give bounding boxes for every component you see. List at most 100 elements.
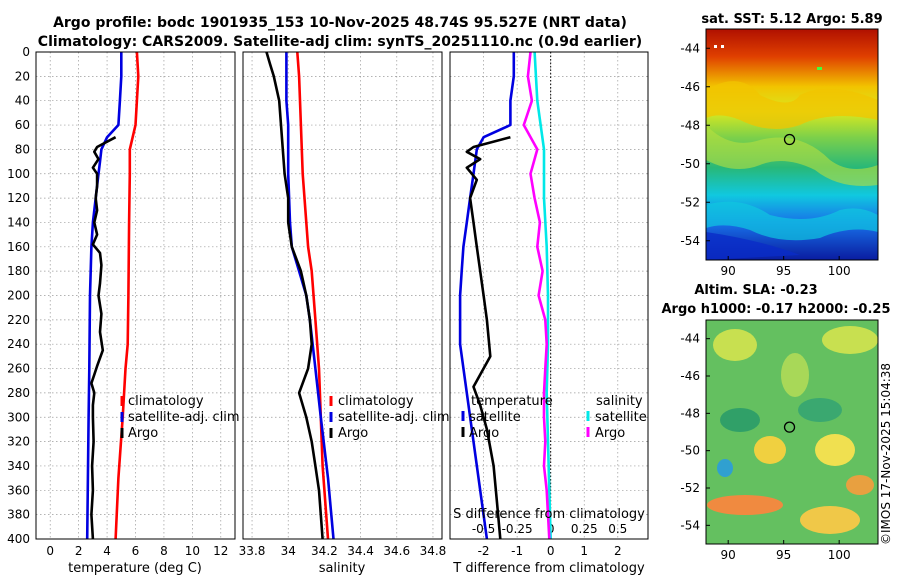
s-difference-axis-label: S difference from climatology <box>453 507 645 522</box>
x-tick-label: 12 <box>213 544 228 558</box>
temperature-axis-label: temperature (deg C) <box>68 561 202 576</box>
y-tick-label: -50 <box>680 157 700 171</box>
sla-anomaly <box>822 326 878 354</box>
x-tick-label: 8 <box>160 544 168 558</box>
sla-anomaly <box>713 329 757 361</box>
x-tick-label: 6 <box>132 544 140 558</box>
series-line-satellite-adj-clim <box>285 52 335 540</box>
y-tick-label: -54 <box>680 518 700 532</box>
y-tick-label: -46 <box>680 369 700 383</box>
sla-anomaly <box>707 495 783 515</box>
y-tick-label: 60 <box>15 118 30 132</box>
s-difference-tick-label: -0.5 <box>472 522 495 536</box>
y-tick-label: -44 <box>680 41 700 55</box>
series-line-s-satellite <box>533 51 552 540</box>
legend-label-climatology: climatology <box>338 394 414 409</box>
figure-title-line2: Climatology: CARS2009. Satellite-adj cli… <box>38 34 642 50</box>
sla-anomaly <box>754 436 786 464</box>
sst-white-speck <box>714 45 717 48</box>
y-tick-label: 220 <box>7 313 30 327</box>
series-line-t-argo <box>465 135 511 540</box>
y-tick-label: 300 <box>7 410 30 424</box>
figure-title-line1: Argo profile: bodc 1901935_153 10-Nov-20… <box>53 15 627 31</box>
sla-anomaly <box>781 353 809 397</box>
legend-label-argo: Argo <box>338 426 368 441</box>
y-tick-label: 240 <box>7 337 30 351</box>
y-tick-label: 380 <box>7 508 30 522</box>
y-tick-label: -54 <box>680 234 700 248</box>
sla-map-title-line1: Altim. SLA: -0.23 <box>694 283 817 298</box>
y-tick-label: 180 <box>7 264 30 278</box>
x-tick-label: 90 <box>721 264 736 278</box>
series-line-climatology <box>296 51 330 540</box>
x-tick-label: 34.8 <box>420 544 447 558</box>
difference-panel: -2 -1 0 1 2-0.5 -0.25 0 0.25 0.5 <box>449 51 649 558</box>
legend-title-temperature: temperature <box>471 394 553 409</box>
plot-frame <box>449 51 649 540</box>
x-tick-label: -2 <box>478 544 490 558</box>
sla-anomaly <box>815 434 855 466</box>
y-tick-label: -52 <box>680 481 700 495</box>
x-tick-label: 2 <box>614 544 622 558</box>
salinity-legend: climatology satellite-adj. clim Argo <box>329 394 450 441</box>
x-tick-label: 100 <box>828 264 851 278</box>
x-tick-label: 95 <box>776 264 791 278</box>
sst-map-title: sat. SST: 5.12 Argo: 5.89 <box>701 12 882 27</box>
sla-map-frame <box>705 319 879 545</box>
y-tick-label: 100 <box>7 167 30 181</box>
y-tick-label: -48 <box>680 118 700 132</box>
temperature-panel: 0204060801001201401601802002202402602803… <box>7 45 236 558</box>
sla-anomaly <box>717 459 733 477</box>
y-tick-label: -48 <box>680 406 700 420</box>
x-tick-label: 10 <box>185 544 200 558</box>
sst-green-speck <box>817 67 822 70</box>
x-tick-label: 0 <box>547 544 555 558</box>
sst-white-speck <box>721 45 724 48</box>
legend-label-s-argo: Argo <box>595 426 625 441</box>
sla-anomaly <box>798 398 842 422</box>
temperature-legend: climatology satellite-adj. clim Argo <box>120 394 240 441</box>
y-tick-label: 0 <box>22 45 30 59</box>
y-tick-label: -50 <box>680 444 700 458</box>
y-tick-label: 260 <box>7 362 30 376</box>
sst-map-frame <box>705 28 879 261</box>
y-tick-label: -46 <box>680 80 700 94</box>
x-tick-label: 4 <box>103 544 111 558</box>
x-tick-label: 34.2 <box>311 544 338 558</box>
legend-label-t-satellite: satellite <box>469 410 521 425</box>
s-difference-tick-label: -0.25 <box>502 522 533 536</box>
argo-position-marker <box>783 133 796 146</box>
x-tick-label: 34.4 <box>347 544 374 558</box>
sst-cyan-band <box>706 201 878 241</box>
sst-deep-band <box>706 232 800 260</box>
legend-label-satellite: satellite-adj. clim <box>338 410 450 425</box>
sla-map-title-line2: Argo h1000: -0.17 h2000: -0.25 <box>661 302 890 317</box>
y-tick-label: 160 <box>7 240 30 254</box>
y-tick-label: 320 <box>7 435 30 449</box>
y-tick-label: 280 <box>7 386 30 400</box>
x-tick-label: 100 <box>828 548 851 562</box>
x-tick-label: 1 <box>580 544 588 558</box>
legend-label-t-argo: Argo <box>469 426 499 441</box>
sst-map-ticks: 90 95 100 -44 -46 -48 -50 -52 -54 <box>680 41 850 278</box>
legend-title-salinity: salinity <box>596 394 643 409</box>
y-tick-label: 340 <box>7 459 30 473</box>
legend-label-satellite: satellite-adj. clim <box>128 410 240 425</box>
y-tick-label: 40 <box>15 94 30 108</box>
t-difference-axis-label: T difference from climatology <box>452 561 645 576</box>
imos-stamp: ©IMOS 17-Nov-2025 15:04:38 <box>879 363 893 545</box>
x-tick-label: 0 <box>46 544 54 558</box>
x-tick-label: 95 <box>776 548 791 562</box>
x-tick-label: 2 <box>75 544 83 558</box>
salinity-axis-label: salinity <box>319 561 366 576</box>
difference-legend: temperature satellite Argo salinity sate… <box>461 394 647 441</box>
s-difference-tick-label: 0.5 <box>608 522 627 536</box>
series-line-s-argo <box>522 51 551 540</box>
legend-label-argo: Argo <box>128 426 158 441</box>
x-tick-label: 90 <box>721 548 736 562</box>
sst-warm-tongue <box>706 81 878 129</box>
y-tick-label: 200 <box>7 289 30 303</box>
x-tick-label: 34 <box>281 544 296 558</box>
y-tick-label: 20 <box>15 69 30 83</box>
plot-frame <box>35 51 236 540</box>
